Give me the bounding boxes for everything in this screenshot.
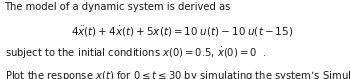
Text: Plot the response $x(t)$ for $0 \leq t \leq 30$ by simulating the system’s Simul: Plot the response $x(t)$ for $0 \leq t \… [5, 69, 350, 79]
Text: subject to the initial conditions $x(0) = 0.5$, $\dot{x}(0) = 0$  .: subject to the initial conditions $x(0) … [5, 46, 266, 61]
Text: The model of a dynamic system is derived as: The model of a dynamic system is derived… [5, 2, 231, 12]
Text: $4\ddot{x}(t) + 4\dot{x}(t) + 5x(t) = 10\;u(t) - 10\;u(t-15)$: $4\ddot{x}(t) + 4\dot{x}(t) + 5x(t) = 10… [71, 25, 293, 40]
